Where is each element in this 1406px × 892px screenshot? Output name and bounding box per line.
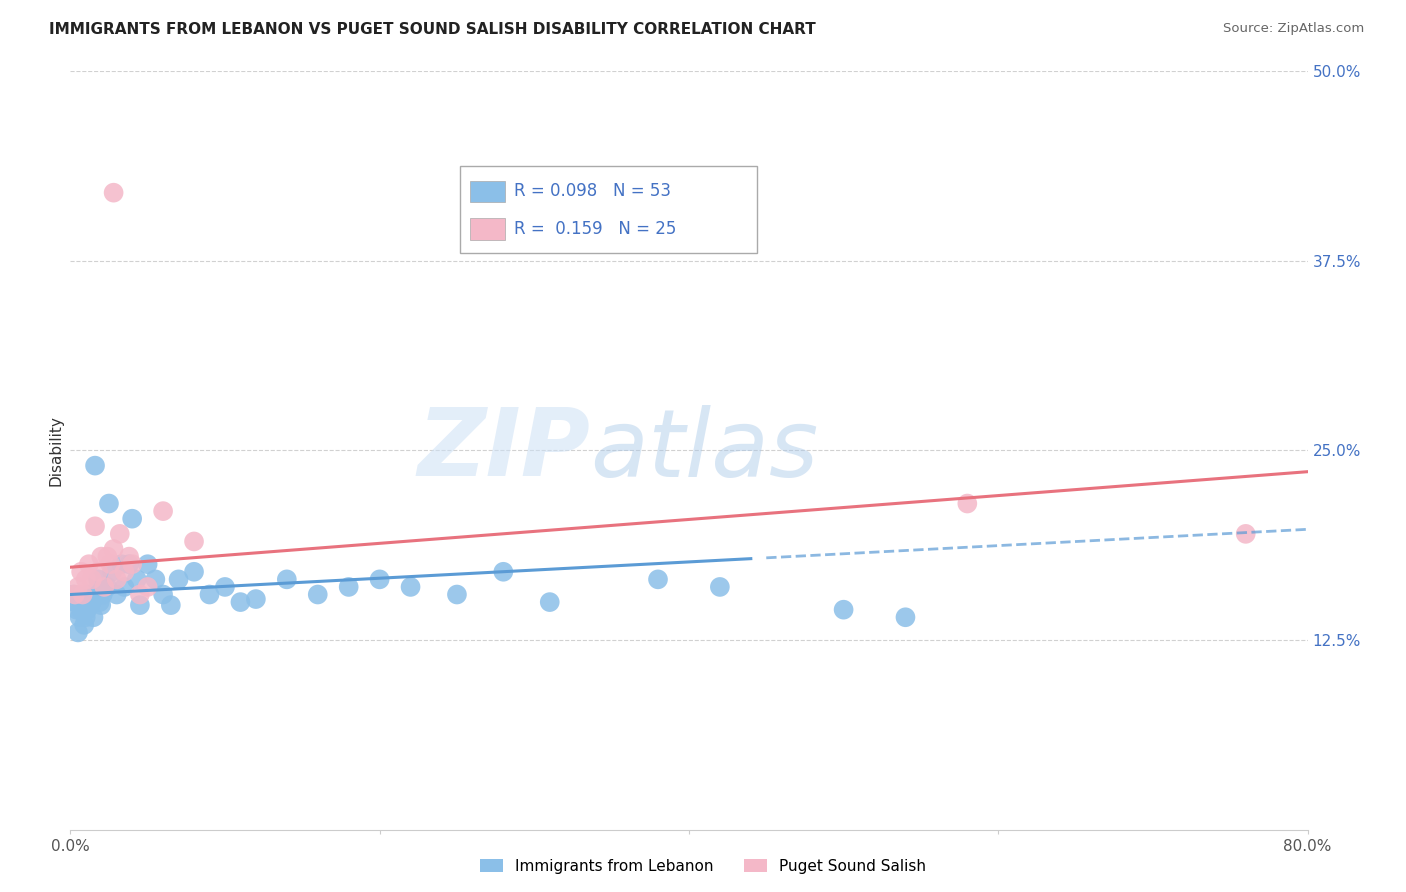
- Point: [399, 580, 422, 594]
- Point: [63, 595, 86, 609]
- Point: [118, 549, 141, 564]
- Point: [276, 573, 298, 587]
- Point: [145, 573, 166, 587]
- Y-axis label: Disability: Disability: [48, 415, 63, 486]
- Point: [1234, 526, 1257, 541]
- Legend: Immigrants from Lebanon, Puget Sound Salish: Immigrants from Lebanon, Puget Sound Sal…: [474, 853, 932, 880]
- Point: [72, 595, 94, 609]
- Point: [67, 625, 90, 640]
- Point: [167, 573, 190, 587]
- Point: [72, 588, 94, 602]
- Point: [90, 598, 112, 612]
- Point: [93, 580, 115, 594]
- Point: [86, 588, 108, 602]
- Text: IMMIGRANTS FROM LEBANON VS PUGET SOUND SALISH DISABILITY CORRELATION CHART: IMMIGRANTS FROM LEBANON VS PUGET SOUND S…: [49, 22, 815, 37]
- Point: [93, 580, 115, 594]
- Point: [91, 588, 114, 602]
- Text: ZIP: ZIP: [418, 404, 591, 497]
- Point: [129, 588, 152, 602]
- Point: [183, 565, 205, 579]
- Point: [118, 557, 141, 572]
- Point: [62, 588, 84, 602]
- Point: [90, 549, 112, 564]
- Point: [125, 573, 148, 587]
- Point: [183, 534, 205, 549]
- Point: [894, 610, 917, 624]
- Point: [956, 496, 979, 510]
- Point: [79, 598, 101, 612]
- Point: [70, 603, 93, 617]
- Point: [647, 573, 669, 587]
- Point: [75, 610, 97, 624]
- Point: [73, 617, 96, 632]
- Point: [70, 565, 93, 579]
- Point: [832, 603, 855, 617]
- Point: [98, 496, 120, 510]
- Point: [492, 565, 515, 579]
- Bar: [470, 180, 505, 202]
- Point: [709, 580, 731, 594]
- Point: [77, 588, 100, 602]
- Point: [103, 186, 125, 200]
- Point: [307, 588, 329, 602]
- Point: [105, 573, 128, 587]
- Point: [160, 598, 183, 612]
- Point: [87, 573, 110, 587]
- Bar: [470, 219, 505, 240]
- Point: [80, 595, 103, 609]
- FancyBboxPatch shape: [460, 166, 756, 253]
- Point: [368, 573, 391, 587]
- Point: [84, 458, 107, 473]
- Point: [229, 595, 252, 609]
- Point: [96, 580, 118, 594]
- Text: R = 0.098   N = 53: R = 0.098 N = 53: [515, 182, 672, 200]
- Point: [65, 603, 87, 617]
- Point: [136, 557, 159, 572]
- Point: [152, 588, 174, 602]
- Point: [101, 565, 124, 579]
- Point: [105, 588, 128, 602]
- Point: [75, 573, 97, 587]
- Point: [77, 557, 100, 572]
- Text: atlas: atlas: [591, 405, 818, 496]
- Point: [110, 557, 132, 572]
- Point: [87, 565, 110, 579]
- Point: [108, 526, 131, 541]
- Point: [67, 580, 90, 594]
- Point: [80, 573, 103, 587]
- Point: [538, 595, 561, 609]
- Point: [82, 610, 105, 624]
- Point: [114, 580, 135, 594]
- Point: [337, 580, 360, 594]
- Point: [214, 580, 236, 594]
- Point: [121, 512, 143, 526]
- Point: [89, 595, 111, 609]
- Text: R =  0.159   N = 25: R = 0.159 N = 25: [515, 220, 676, 238]
- Point: [245, 592, 267, 607]
- Point: [446, 588, 468, 602]
- Point: [103, 542, 125, 557]
- Point: [76, 603, 98, 617]
- Point: [136, 580, 159, 594]
- Point: [84, 519, 107, 533]
- Point: [198, 588, 221, 602]
- Point: [69, 610, 91, 624]
- Point: [129, 598, 152, 612]
- Point: [152, 504, 174, 518]
- Point: [96, 549, 118, 564]
- Point: [121, 557, 143, 572]
- Point: [114, 565, 135, 579]
- Point: [100, 557, 122, 572]
- Text: Source: ZipAtlas.com: Source: ZipAtlas.com: [1223, 22, 1364, 36]
- Point: [63, 588, 86, 602]
